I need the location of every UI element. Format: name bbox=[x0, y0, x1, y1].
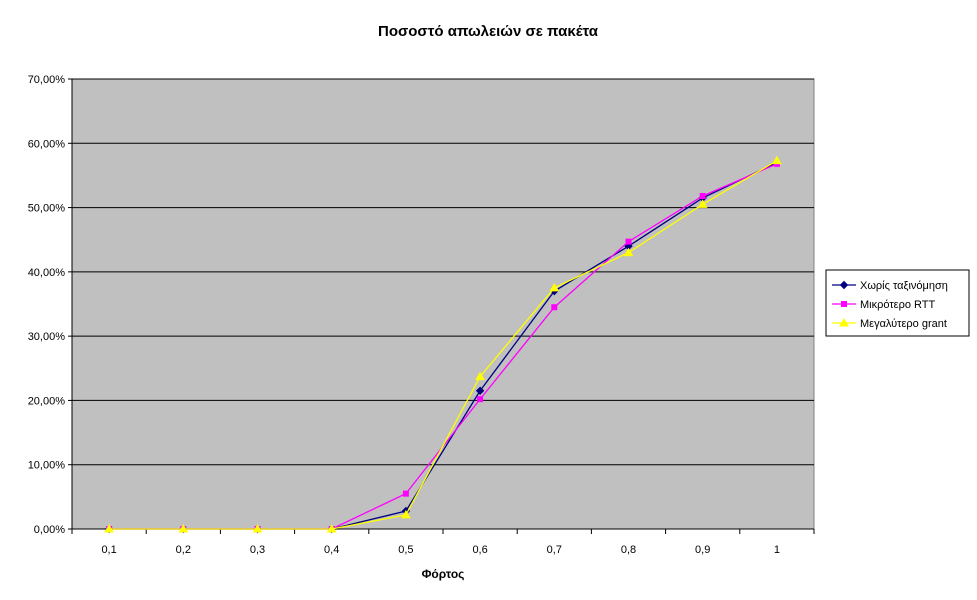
x-tick-label: 0,7 bbox=[547, 544, 562, 556]
data-point bbox=[402, 490, 409, 497]
data-point bbox=[772, 155, 782, 165]
x-axis-ticks: 0,1 0,2 0,3 0,4 0,5 0,6 0,7 0,8 0,9 1 bbox=[71, 529, 815, 556]
x-tick-label: 0,3 bbox=[250, 544, 265, 556]
data-point bbox=[401, 509, 411, 519]
series-group bbox=[104, 155, 782, 534]
x-tick-label: 0,8 bbox=[621, 544, 636, 556]
legend-marker bbox=[839, 280, 849, 290]
y-axis-ticks: 0,00% 10,00% 20,00% 30,00% 40,00% 50,00% 60,00… bbox=[28, 74, 72, 536]
y-tick-label: 0,00% bbox=[34, 524, 65, 536]
data-point bbox=[477, 396, 484, 403]
x-tick-label: 0,6 bbox=[472, 544, 487, 556]
series-3 bbox=[104, 155, 782, 533]
x-tick-label: 0,9 bbox=[695, 544, 710, 556]
data-point bbox=[551, 304, 558, 311]
gridlines bbox=[72, 78, 814, 466]
data-point bbox=[326, 523, 337, 533]
chart-title: Ποσοστό απωλειών σε πακέτα bbox=[378, 23, 599, 40]
y-tick-label: 50,00% bbox=[28, 203, 66, 215]
y-tick-label: 20,00% bbox=[28, 395, 66, 407]
x-axis-title: Φόρτος bbox=[422, 567, 465, 581]
data-point bbox=[699, 193, 706, 199]
legend-box bbox=[825, 269, 970, 337]
data-point bbox=[178, 523, 189, 533]
legend-label: Μικρότερο RTT bbox=[860, 299, 935, 311]
y-tick-label: 10,00% bbox=[28, 460, 66, 472]
data-point bbox=[475, 386, 485, 395]
legend-marker bbox=[839, 317, 849, 327]
x-tick-label: 0,1 bbox=[101, 544, 116, 556]
plot-area bbox=[71, 78, 815, 530]
data-point bbox=[697, 199, 708, 208]
y-tick-label: 70,00% bbox=[28, 74, 66, 86]
y-tick-label: 40,00% bbox=[28, 267, 66, 279]
legend: Χωρίς ταξινόμηση Μικρότερο RTT Μεγαλύτερο … bbox=[825, 269, 970, 337]
x-tick-label: 0,2 bbox=[176, 544, 191, 556]
legend-label: Χωρίς ταξινόμηση bbox=[860, 280, 948, 292]
y-tick-label: 60,00% bbox=[28, 138, 66, 150]
x-tick-label: 0,5 bbox=[398, 544, 413, 556]
legend-marker bbox=[841, 301, 847, 307]
x-tick-label: 0,4 bbox=[324, 544, 339, 556]
data-point bbox=[549, 282, 560, 292]
data-point bbox=[623, 247, 634, 257]
data-point bbox=[104, 523, 114, 533]
legend-label: Μεγαλύτερο grant bbox=[860, 318, 947, 330]
x-tick-label: 1 bbox=[774, 544, 780, 556]
series-line bbox=[109, 160, 778, 530]
data-point bbox=[252, 523, 263, 533]
data-point bbox=[625, 238, 632, 245]
data-point bbox=[475, 371, 485, 381]
y-tick-label: 30,00% bbox=[28, 331, 66, 343]
